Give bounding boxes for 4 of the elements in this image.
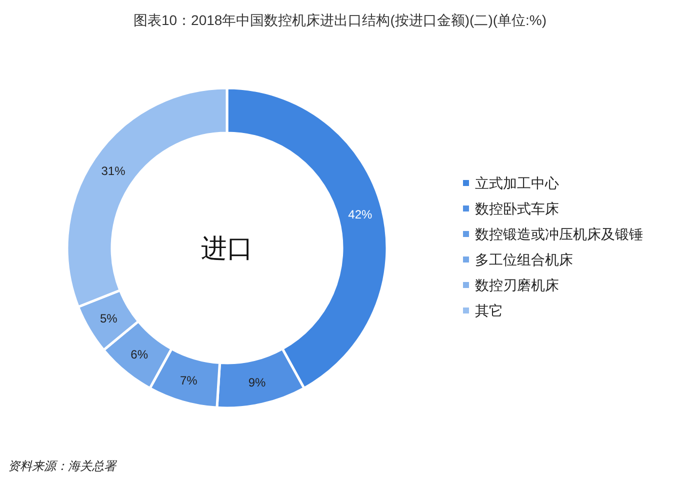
title: 图表10：2018年中国数控机床进出口结构(按进口金额)(二)(单位:%) (133, 12, 547, 28)
legend-label: 其它 (475, 302, 503, 318)
center-label: 进口 (201, 233, 253, 263)
source: 资料来源：海关总署 (8, 459, 116, 473)
